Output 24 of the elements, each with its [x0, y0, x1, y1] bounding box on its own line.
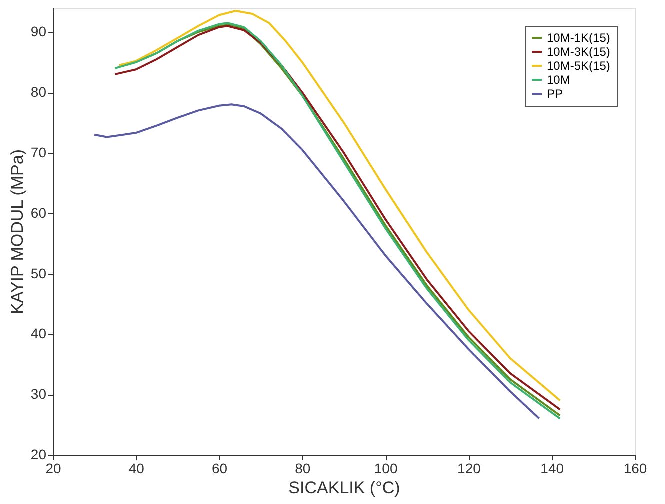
x-tick-label: 100 — [374, 460, 398, 476]
y-axis-title: KAYIP MODUL (MPa) — [8, 150, 27, 314]
legend-label: PP — [547, 87, 564, 101]
x-tick-label: 60 — [212, 460, 228, 476]
x-tick-label: 140 — [540, 460, 564, 476]
x-tick-label: 20 — [46, 460, 62, 476]
y-tick-label: 50 — [30, 265, 47, 282]
y-tick-label: 90 — [30, 24, 47, 40]
legend-label: 10M — [547, 73, 570, 87]
y-tick-label: 30 — [30, 386, 47, 402]
x-tick-label: 40 — [128, 460, 145, 476]
x-tick-label: 160 — [624, 460, 648, 476]
y-tick-label: 60 — [30, 204, 47, 221]
y-tick-label: 20 — [30, 446, 47, 462]
legend-label: 10M-1K(15) — [547, 31, 610, 45]
y-tick-label: 70 — [30, 144, 47, 160]
legend-label: 10M-5K(15) — [547, 59, 610, 73]
y-tick-label: 80 — [30, 84, 47, 100]
legend-label: 10M-3K(15) — [547, 45, 610, 59]
y-tick-label: 40 — [30, 326, 47, 342]
x-tick-label: 80 — [295, 460, 311, 476]
x-axis-title: SICAKLIK (°C) — [288, 478, 400, 498]
x-tick-label: 120 — [458, 460, 482, 476]
line-series — [94, 104, 540, 420]
